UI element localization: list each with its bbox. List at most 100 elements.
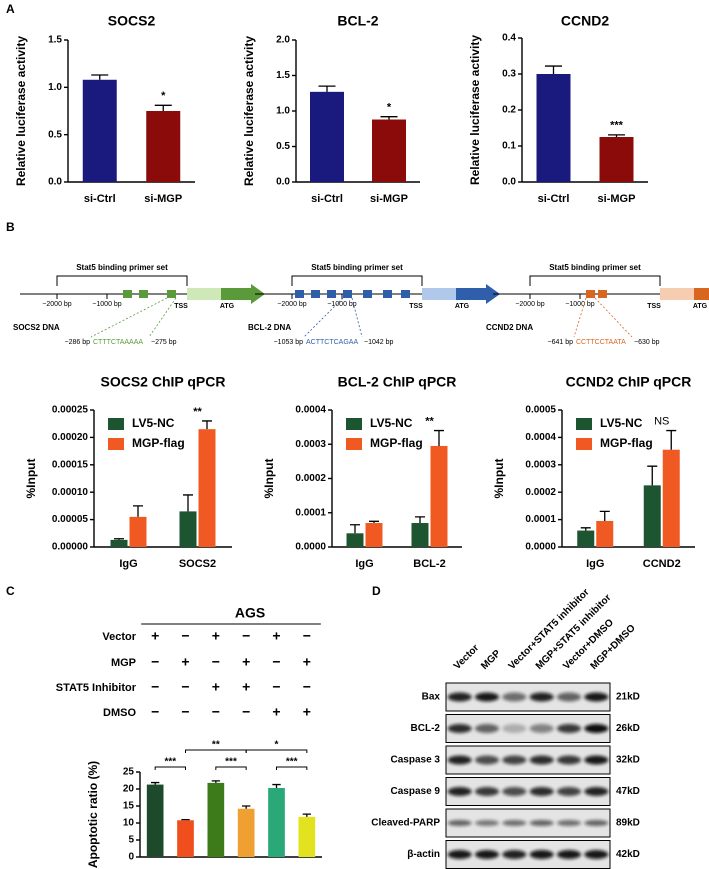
position-label: −2000 bp (277, 301, 306, 308)
binding-site (363, 290, 372, 298)
y-tick-label: 15 (123, 801, 135, 812)
protein-label: β-actin (407, 849, 440, 860)
significance-label: *** (164, 757, 176, 768)
y-tick-label: 0.3 (502, 69, 516, 80)
error-bar (133, 505, 143, 517)
y-axis-label: %Input (24, 459, 38, 499)
lane-label: MGP (479, 648, 503, 672)
blot-band (584, 820, 609, 826)
error-bar (580, 527, 591, 531)
site-sequence: ACTTCTCAGAA (306, 339, 358, 346)
error-bar (183, 494, 193, 512)
blot-band (475, 692, 499, 702)
bar (110, 539, 128, 547)
blot-band (502, 820, 527, 826)
position-label: −1000 bp (92, 301, 121, 308)
error-bar (202, 420, 212, 430)
condition-sign: − (151, 679, 159, 695)
legend-label: LV5-NC (600, 416, 643, 430)
error-bar (666, 429, 677, 450)
position-label: −1000 bp (565, 301, 594, 308)
y-tick-label: 0.0004 (525, 432, 556, 443)
condition-sign: − (242, 628, 250, 644)
binding-site (401, 290, 410, 298)
utr-block (187, 288, 221, 300)
x-tick-label: si-Ctrl (311, 193, 343, 205)
condition-sign: + (242, 654, 250, 670)
blot-band (529, 787, 554, 796)
blot-band (557, 820, 581, 826)
y-tick-label: 0.0000 (295, 542, 326, 553)
legend-swatch (108, 418, 124, 430)
bar (310, 91, 344, 182)
blot-band (502, 724, 527, 733)
binding-site (586, 290, 595, 298)
condition-sign: − (181, 704, 189, 720)
blot-band (502, 692, 527, 702)
condition-sign: + (151, 628, 159, 644)
site-sequence: CCTTCCTAATA (576, 339, 626, 346)
x-tick-label: IgG (355, 558, 373, 570)
bar (82, 79, 117, 182)
blot-band (475, 850, 499, 859)
bar (207, 782, 225, 857)
y-tick-label: 0.0 (48, 177, 62, 188)
condition-sign: − (242, 704, 250, 720)
y-tick-label: 0.00015 (52, 459, 89, 470)
legend-label: MGP-flag (370, 436, 423, 450)
blot-band (475, 820, 499, 826)
error-bar (647, 465, 658, 486)
primer-bracket (529, 275, 661, 286)
y-axis-label: Relative luciferase activity (468, 35, 482, 185)
y-tick-label: 1.0 (48, 82, 62, 93)
bar (643, 485, 661, 547)
x-tick-label: CCND2 (643, 558, 681, 570)
y-tick-label: 0.4 (502, 33, 516, 44)
significance-bracket (245, 749, 308, 753)
condition-sign: + (303, 654, 311, 670)
bar (146, 111, 181, 182)
blot-band (447, 850, 472, 859)
x-tick-label: IgG (119, 558, 137, 570)
condition-sign: + (181, 654, 189, 670)
protein-label: BCL-2 (411, 723, 441, 734)
blot-frame (445, 777, 611, 806)
bar (577, 530, 595, 547)
tss-label: TSS (409, 303, 423, 310)
error-bar (181, 818, 190, 821)
tss-label: TSS (174, 303, 188, 310)
legend-swatch (346, 418, 362, 430)
significance-label: * (387, 102, 392, 114)
binding-site (311, 290, 320, 298)
error-bar (154, 104, 172, 111)
y-tick-label: 0.0003 (525, 459, 556, 470)
y-tick-label: 0.00005 (52, 514, 89, 525)
blot-band (584, 755, 609, 765)
site-zoom (573, 297, 633, 338)
significance-label: NS (654, 415, 669, 427)
gene-arrow (694, 288, 709, 300)
y-tick-label: 0.0005 (525, 405, 556, 416)
legend-swatch (108, 438, 124, 450)
condition-label: DMSO (103, 707, 136, 719)
legend-label: MGP-flag (132, 436, 185, 450)
binding-site (295, 290, 304, 298)
error-bar (272, 783, 281, 788)
legend-swatch (346, 438, 362, 450)
atg-label: ATG (455, 303, 470, 310)
site-end: −275 bp (151, 339, 177, 346)
primer-bracket (291, 275, 423, 286)
blot-band (529, 850, 554, 859)
legend-label: LV5-NC (370, 416, 413, 430)
binding-site (383, 290, 392, 298)
y-tick-label: 0.0002 (295, 473, 326, 484)
significance-label: * (275, 740, 279, 751)
condition-sign: + (303, 704, 311, 720)
x-tick-label: IgG (586, 558, 604, 570)
y-tick-label: 20 (123, 784, 135, 795)
x-tick-label: si-MGP (370, 193, 408, 205)
panel-label: A (6, 2, 15, 16)
chart-title: AGS (235, 605, 265, 621)
y-tick-label: 0.0003 (295, 439, 326, 450)
